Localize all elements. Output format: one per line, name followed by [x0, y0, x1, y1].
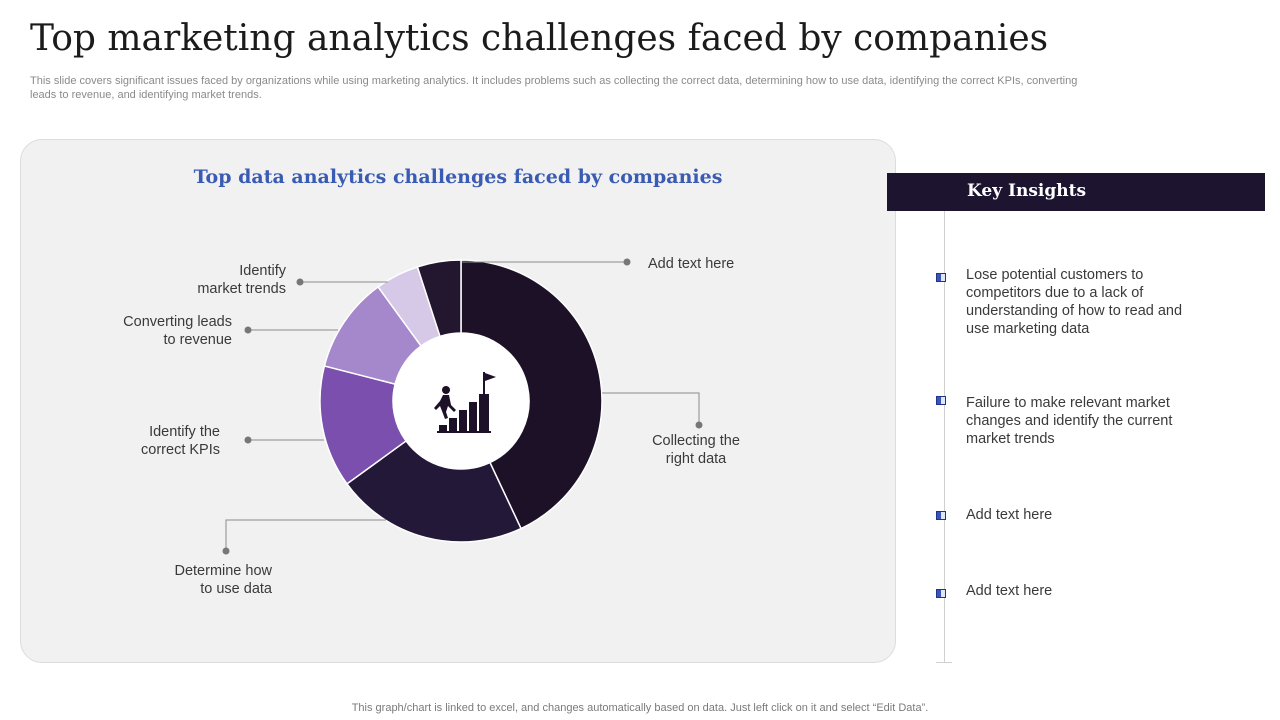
chart-title: Top data analytics challenges faced by c… [193, 166, 723, 188]
label-identify-market-trends: Identify market trends [197, 263, 286, 297]
label-add-text: Add text here [648, 256, 735, 272]
insights-timeline-cap [936, 662, 952, 663]
leader-dot-converting-leads [244, 326, 252, 334]
leader-line-determine [225, 519, 386, 551]
leader-dot-kpis [244, 436, 252, 444]
page-subtitle: This slide covers significant issues fac… [30, 75, 1078, 101]
insight-bullet-icon [936, 273, 946, 282]
footer-note: This graph/chart is linked to excel, and… [351, 702, 929, 714]
label-collecting-data: Collecting the right data [652, 433, 740, 467]
insight-item-3: Add text here [966, 507, 1053, 523]
key-insights-header: Key Insights [887, 173, 1265, 211]
donut-hole [393, 333, 529, 469]
insight-bullet-icon [936, 589, 946, 598]
insight-item-1: Lose potential customers to competitors … [966, 267, 1183, 337]
leader-dot-market-trends [296, 278, 304, 286]
label-converting-leads: Converting leads to revenue [123, 314, 232, 348]
leader-dot-collecting [695, 421, 703, 429]
leader-line-collecting [602, 392, 700, 425]
insight-bullet-icon [936, 396, 946, 405]
label-determine-how: Determine how to use data [174, 563, 272, 597]
leader-dot-add-text [623, 258, 631, 266]
person-climbing-bar-steps-to-flag-icon [434, 372, 496, 433]
leader-dot-determine [222, 547, 230, 555]
insight-bullet-icon [936, 511, 946, 520]
insight-item-2: Failure to make relevant market changes … [966, 395, 1173, 447]
page-title: Top marketing analytics challenges faced… [30, 18, 1049, 59]
label-identify-kpis: Identify the correct KPIs [141, 424, 220, 458]
insight-item-4: Add text here [966, 583, 1053, 599]
key-insights-title: Key Insights [967, 181, 1087, 201]
insights-timeline-line [944, 211, 945, 663]
